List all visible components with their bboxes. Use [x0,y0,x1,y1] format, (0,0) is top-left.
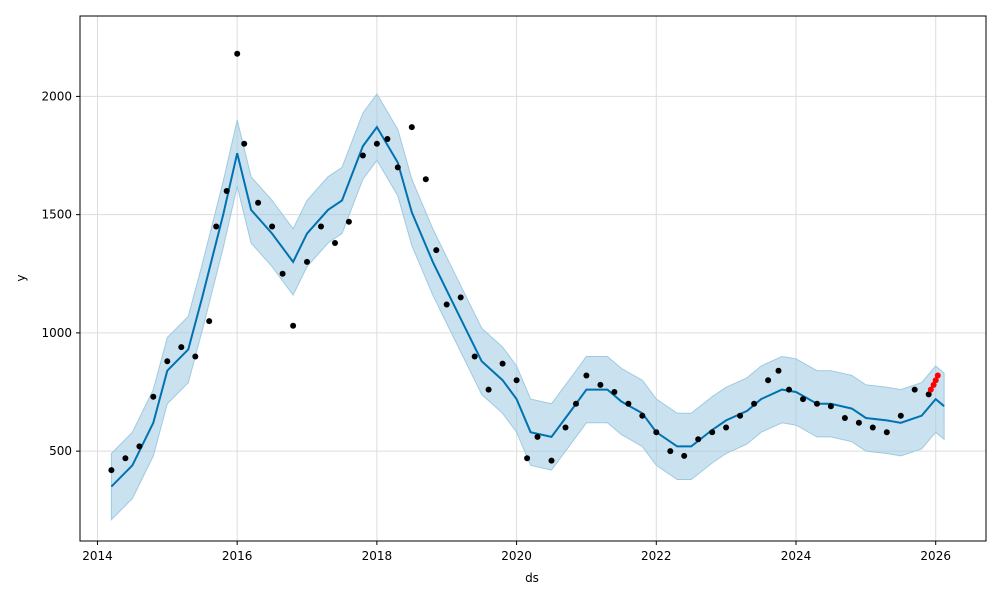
observed-point [611,389,618,395]
observed-point [192,353,199,360]
uncertainty-band [110,93,945,521]
y-tick-label: 1500 [41,208,72,222]
observed-point [485,386,492,393]
observed-point [255,199,262,206]
observed-point [534,433,541,440]
observed-point [373,140,380,147]
observed-point [695,436,702,443]
observed-point [765,377,772,384]
observed-point [178,344,185,351]
observed-point [855,419,862,426]
x-tick-label: 2022 [641,549,672,563]
x-tick-label: 2018 [362,549,393,563]
observed-point [573,400,579,407]
observed-point [681,452,688,459]
observed-point [332,240,338,246]
observed-point [548,457,555,464]
x-tick-label: 2024 [781,549,812,563]
observed-point [723,424,730,431]
x-tick-label: 2016 [222,549,253,563]
observed-point [709,429,716,436]
x-tick-label: 2026 [920,549,951,563]
observed-point [639,412,646,419]
recent-point [934,372,941,379]
x-axis-title: ds [525,571,539,585]
observed-point [443,301,450,308]
observed-point [241,140,248,147]
recent-point [927,386,934,393]
y-tick-label: 500 [49,444,72,458]
y-tick-label: 2000 [41,89,72,103]
observed-point [786,386,792,393]
observed-point [213,223,220,230]
observed-point [897,412,904,419]
observed-point [136,443,143,450]
x-tick-label: 2014 [82,549,113,563]
observed-point [394,164,401,171]
uncertainty-band-layer [110,93,945,521]
observed-point [775,367,782,374]
y-axis-ticks: 500 1000 1500 2000 [41,89,80,458]
observed-point [597,381,604,388]
observed-point [318,223,324,230]
observed-point [513,377,520,384]
observed-point [150,393,157,400]
observed-point [234,50,241,57]
y-axis-title: y [14,274,28,281]
observed-point [269,223,276,230]
plot-frame [79,15,987,542]
observed-point [827,403,834,410]
observed-point [108,467,115,474]
observed-points-layer [108,50,932,474]
observed-point [562,424,569,431]
observed-point [925,391,932,398]
observed-point [457,294,464,301]
observed-point [290,322,297,329]
recent-points-layer [927,372,941,393]
observed-point [408,124,415,131]
observed-point [869,424,876,431]
observed-point [279,270,286,277]
recent-point [930,381,937,388]
observed-point [625,400,632,407]
observed-point [911,386,918,393]
observed-point [384,136,391,142]
observed-point [653,429,660,436]
observed-point [164,358,171,365]
observed-point [223,188,230,194]
x-tick-label: 2020 [501,549,532,563]
observed-point [814,400,820,407]
observed-point [422,176,429,183]
x-axis-ticks: 2014 2016 2018 2020 2022 2024 2026 [82,541,951,563]
observed-point [583,372,590,379]
observed-point [524,455,531,462]
observed-point [841,415,848,421]
observed-point [737,412,744,419]
observed-point [359,152,366,159]
observed-point [499,360,506,367]
y-tick-label: 1000 [41,326,72,340]
observed-point [206,318,213,325]
plot-border [79,15,987,542]
observed-point [122,455,129,462]
observed-point [883,429,890,436]
observed-point [800,396,806,403]
observed-point [667,448,674,455]
recent-point [932,377,939,384]
observed-point [345,218,352,225]
observed-point [433,247,440,254]
observed-point [751,400,758,407]
observed-point [471,353,478,360]
observed-point [304,258,310,265]
